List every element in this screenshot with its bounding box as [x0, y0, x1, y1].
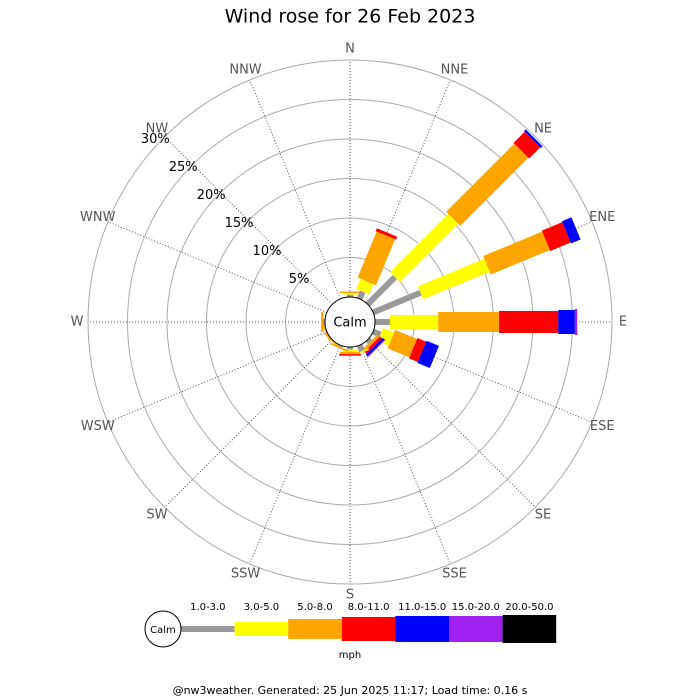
r-tick-label: 25% — [169, 160, 198, 175]
r-tick-label: 15% — [225, 216, 254, 231]
direction-label: SE — [535, 508, 551, 523]
legend-calm-label: Calm — [150, 625, 176, 636]
direction-label: NNE — [441, 62, 469, 77]
bar-segment — [561, 217, 581, 244]
bar-segment — [387, 329, 418, 358]
bar-segment — [417, 258, 490, 300]
bar-segment — [513, 131, 541, 159]
grid-ring — [87, 59, 613, 585]
bar-segment — [499, 311, 559, 333]
legend-label: 5.0-8.0 — [297, 602, 332, 613]
direction-label: N — [345, 42, 355, 57]
bar-segment — [329, 342, 350, 352]
legend-label: 8.0-11.0 — [348, 602, 390, 613]
bar-segment — [362, 334, 380, 352]
legend-label: 15.0-20.0 — [452, 602, 500, 613]
bar-segment — [390, 213, 459, 282]
bar-segment — [337, 343, 344, 348]
bar-segment — [347, 294, 353, 297]
legend-calm-circle — [144, 610, 182, 648]
bar-segment — [356, 290, 366, 301]
spoke — [249, 344, 341, 565]
bar-segment — [390, 315, 439, 329]
chart-title: Wind rose for 26 Feb 2023 — [225, 6, 476, 28]
bar-segment — [343, 293, 357, 295]
spoke — [107, 221, 328, 313]
spoke — [359, 344, 451, 565]
bar-segment — [438, 312, 500, 332]
direction-label: NNW — [229, 62, 261, 77]
bar-segment — [446, 143, 529, 226]
bar-segment — [357, 231, 396, 286]
direction-label: S — [346, 588, 354, 603]
direction-label: SSE — [442, 567, 467, 582]
legend-swatch — [395, 616, 449, 642]
bar-segment — [366, 338, 386, 358]
legend-swatch — [288, 619, 342, 639]
bar-segment — [356, 343, 365, 353]
spoke — [164, 136, 333, 305]
spoke — [164, 339, 333, 508]
legend-swatch — [449, 616, 503, 642]
direction-label: ESE — [590, 419, 615, 434]
legend-label: 3.0-5.0 — [244, 602, 279, 613]
bar-segment — [541, 222, 571, 251]
bar-segment — [365, 337, 373, 345]
spoke — [107, 331, 328, 423]
direction-label: WSW — [81, 419, 115, 434]
bar-segment — [347, 347, 353, 350]
legend-label: 20.0-50.0 — [505, 602, 553, 613]
legend-label: 11.0-15.0 — [398, 602, 446, 613]
r-tick-label: 10% — [253, 244, 282, 259]
bar-segment — [417, 340, 439, 369]
footer: @nw3weather. Generated: 25 Jun 2025 11:1… — [173, 684, 528, 697]
bar-segment — [321, 322, 331, 342]
bar-segment — [343, 349, 357, 352]
bar-segment — [374, 319, 391, 325]
bar-segment — [340, 291, 360, 294]
spoke — [249, 79, 341, 300]
legend-swatch — [234, 622, 289, 636]
bar-segment — [356, 278, 374, 295]
direction-label: W — [71, 315, 84, 330]
direction-label: ENE — [589, 210, 615, 225]
bar-segment — [371, 290, 422, 316]
r-tick-label: 30% — [141, 132, 170, 147]
spoke — [367, 339, 536, 508]
legend-swatch — [502, 615, 557, 643]
direction-label: SSW — [231, 567, 261, 582]
bar-segment — [483, 231, 550, 275]
legend-label: 1.0-3.0 — [190, 602, 225, 613]
calm-label: Calm — [333, 316, 366, 331]
bar-segment — [365, 274, 398, 307]
direction-label: E — [619, 315, 627, 330]
bar-segment — [375, 228, 398, 240]
bar-segment — [321, 312, 324, 332]
legend-swatch — [341, 617, 396, 641]
legend-swatch — [181, 626, 235, 632]
direction-label: WNW — [80, 210, 116, 225]
bar-segment — [523, 129, 543, 149]
direction-label: NE — [534, 121, 552, 136]
legend-unit: mph — [339, 650, 361, 661]
bar-segment — [340, 351, 360, 355]
r-tick-label: 5% — [289, 272, 310, 287]
bar-segment — [574, 309, 578, 335]
direction-label: SW — [146, 508, 167, 523]
bar-segment — [365, 337, 385, 357]
r-tick-label: 20% — [197, 188, 226, 203]
direction-label: NW — [146, 121, 169, 136]
bar-segment — [558, 310, 575, 334]
calm-circle — [324, 296, 376, 348]
bar-segment — [409, 338, 427, 362]
bar-segment — [339, 354, 361, 356]
bar-segment — [371, 328, 382, 338]
